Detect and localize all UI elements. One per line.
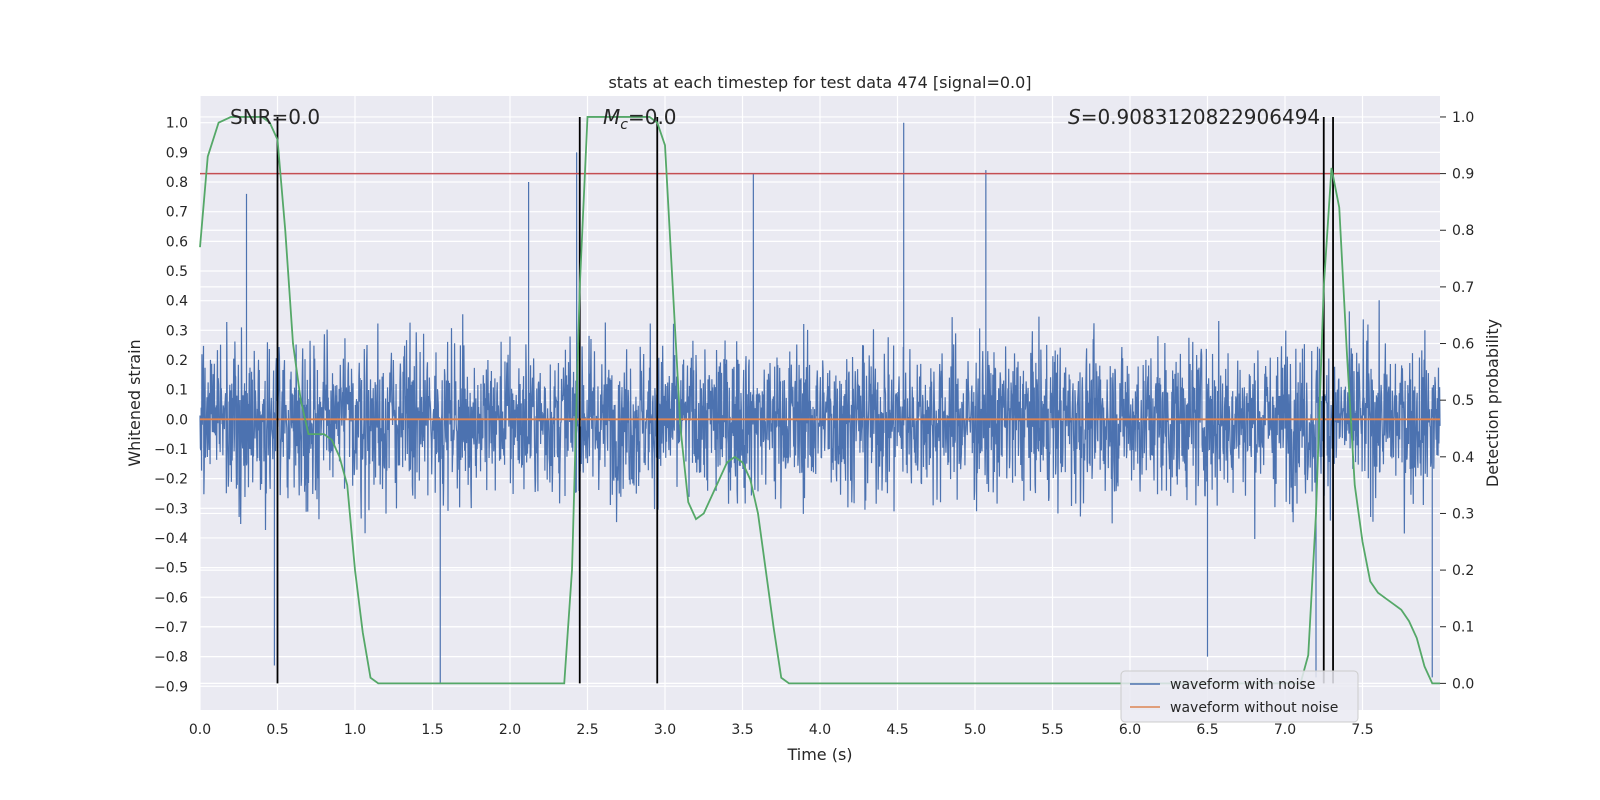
noise-waveform [199, 122, 1441, 684]
s-annotation: S=0.9083120822906494 [1068, 105, 1320, 129]
y-tick-label: 0.5 [166, 264, 188, 280]
y2-tick-label: 0.8 [1452, 223, 1474, 239]
ticks: 0.0 0.5 1.0 1.5 2.0 2.5 3.0 3.5 4.0 4.5 5.0 5.5 6.0 6… [154, 110, 1474, 738]
x-tick-label: 6.5 [1196, 722, 1218, 738]
legend-box [1120, 670, 1359, 723]
mc-symbol: M [603, 105, 620, 129]
x-tick-label: 1.5 [421, 722, 443, 738]
mc-annotation: Mc=0.0 [603, 105, 677, 133]
series-lines [199, 116, 1440, 685]
y-tick-label: −0.9 [154, 679, 188, 695]
y-tick-label: −0.7 [154, 620, 188, 636]
y-tick-label: 0.4 [166, 294, 188, 310]
y2-tick-label: 0.9 [1452, 167, 1474, 183]
x-tick-label: 6.0 [1119, 722, 1141, 738]
y2-tick-label: 1.0 [1452, 110, 1474, 126]
x-tick-label: 0.5 [266, 722, 288, 738]
s-value: =0.9083120822906494 [1081, 105, 1320, 129]
y-tick-label: 0.6 [166, 234, 188, 250]
y2-tick-label: 0.0 [1452, 676, 1474, 692]
x-tick-label: 7.0 [1274, 722, 1296, 738]
y-tick-label: 1.0 [166, 116, 188, 132]
y-tick-label: −0.5 [154, 561, 188, 577]
y2-tick-label: 0.4 [1452, 450, 1474, 466]
x-axis-label: Time (s) [786, 745, 852, 764]
x-tick-label: 1.0 [344, 722, 366, 738]
x-tick-label: 2.5 [576, 722, 598, 738]
y-tick-label: −0.4 [154, 531, 188, 547]
y-tick-label: −0.2 [154, 472, 188, 488]
series-waveform-with-noise [199, 122, 1441, 684]
y2-tick-label: 0.3 [1452, 506, 1474, 522]
y-axis-label: Whitened strain [125, 339, 144, 466]
y-tick-label: 0.7 [166, 205, 188, 221]
legend: waveform with noise waveform without noi… [1120, 670, 1359, 723]
y-tick-label: −0.8 [154, 650, 188, 666]
snr-annotation: SNR=0.0 [230, 105, 320, 129]
y2-tick-label: 0.1 [1452, 620, 1474, 636]
x-tick-label: 7.5 [1351, 722, 1373, 738]
y-tick-label: 0.3 [166, 323, 188, 339]
y2-tick-label: 0.6 [1452, 337, 1474, 353]
y-tick-label: −0.6 [154, 590, 188, 606]
legend-label-clean: waveform without noise [1170, 700, 1338, 716]
x-tick-label: 0.0 [189, 722, 211, 738]
y-tick-label: −0.1 [154, 442, 188, 458]
y-tick-label: 0.8 [166, 175, 188, 191]
x-tick-label: 5.5 [1041, 722, 1063, 738]
y-tick-label: −0.3 [154, 501, 188, 517]
s-symbol: S [1068, 105, 1081, 129]
x-tick-label: 3.0 [654, 722, 676, 738]
x-tick-label: 2.0 [499, 722, 521, 738]
chart-title: stats at each timestep for test data 474… [608, 73, 1031, 92]
mc-subscript: c [620, 117, 628, 133]
y-tick-label: 0.1 [166, 383, 188, 399]
y2-tick-label: 0.5 [1452, 393, 1474, 409]
x-tick-label: 3.5 [731, 722, 753, 738]
x-tick-label: 5.0 [964, 722, 986, 738]
y-tick-label: 0.0 [166, 412, 188, 428]
y2-axis-label: Detection probability [1483, 319, 1502, 487]
y-tick-label: 0.9 [166, 145, 188, 161]
x-tick-label: 4.5 [886, 722, 908, 738]
x-tick-label: 4.0 [809, 722, 831, 738]
y2-tick-label: 0.7 [1452, 280, 1474, 296]
y2-tick-label: 0.2 [1452, 563, 1474, 579]
legend-label-noise: waveform with noise [1170, 677, 1315, 693]
mc-value: =0.0 [628, 105, 677, 129]
series-detection-probability [199, 116, 1440, 685]
y-tick-label: 0.2 [166, 353, 188, 369]
